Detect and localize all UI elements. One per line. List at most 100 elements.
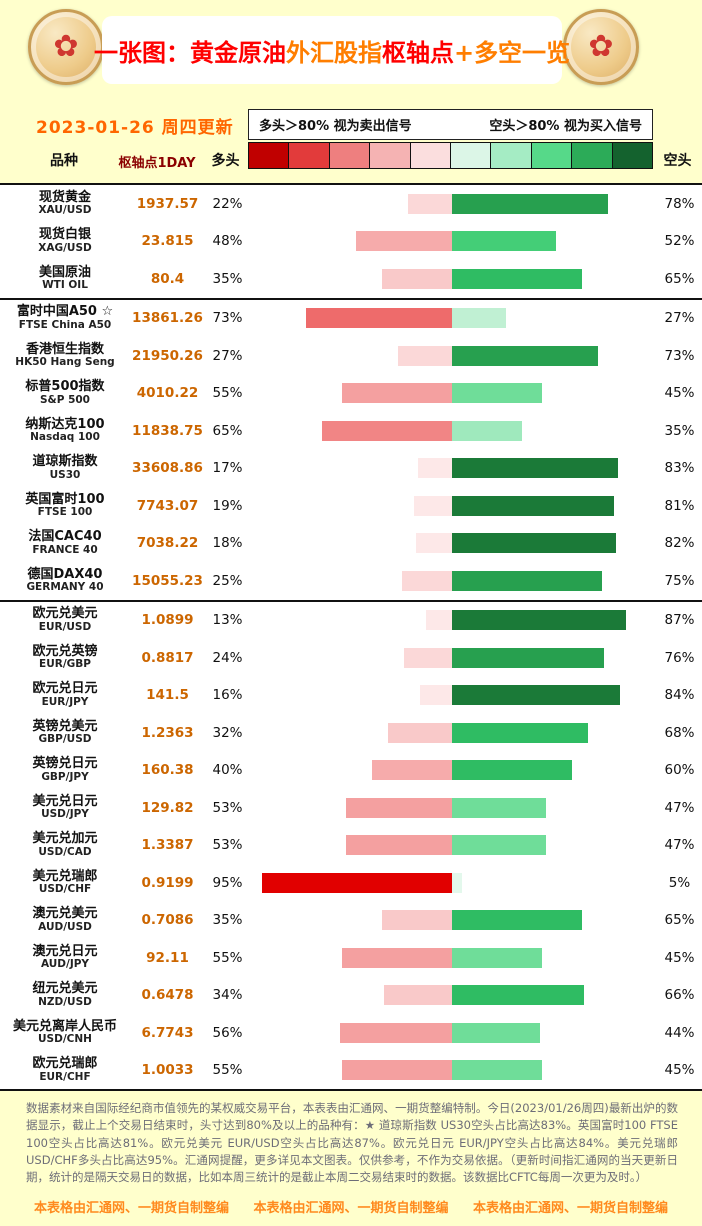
instrument-code: EUR/CHF xyxy=(39,1070,91,1083)
short-bar xyxy=(452,231,556,252)
short-percent: 47% xyxy=(664,837,695,854)
instrument-name: 英镑兑日元 GBP/JPY xyxy=(0,757,130,783)
pivot-value: 0.6478 xyxy=(141,987,194,1004)
instrument-name: 英国富时100 FTSE 100 xyxy=(0,492,130,519)
short-percent: 87% xyxy=(664,612,695,629)
legend-short-signal: 空头＞80% 视为买入信号 xyxy=(489,119,642,134)
sentiment-bar xyxy=(250,685,657,706)
legend-long-signal: 多头＞80% 视为卖出信号 xyxy=(259,119,412,134)
long-percent: 24% xyxy=(212,649,243,666)
instrument-name: 欧元兑美元 EUR/USD xyxy=(0,607,130,633)
instrument-row: 德国DAX40 GERMANY 40 15055.23 25% 75% xyxy=(0,562,702,600)
pivot-value: 1.2363 xyxy=(141,724,194,741)
scale-swatch xyxy=(249,143,290,168)
instrument-name: 现货白银 XAG/USD xyxy=(0,228,130,254)
sentiment-bar xyxy=(250,760,657,781)
instrument-row: 澳元兑美元 AUD/USD 0.7086 35% 65% xyxy=(0,902,702,940)
pivot-value: 160.38 xyxy=(141,762,194,779)
short-bar xyxy=(452,947,542,968)
instrument-name-cn: 纽元兑美元 xyxy=(32,981,98,997)
short-bar xyxy=(452,685,620,706)
instrument-row: 标普500指数 S&P 500 4010.22 55% 45% xyxy=(0,375,702,413)
pivot-value: 141.5 xyxy=(146,687,189,704)
long-bar xyxy=(306,308,452,329)
sentiment-bar xyxy=(250,797,657,818)
instrument-row: 美元兑日元 USD/JPY 129.82 53% 47% xyxy=(0,789,702,827)
pivot-value: 33608.86 xyxy=(132,460,203,477)
pivot-value: 0.9199 xyxy=(141,874,194,891)
signal-legend: 多头＞80% 视为卖出信号 空头＞80% 视为买入信号 xyxy=(248,109,653,140)
instrument-name-cn: 富时中国A50 ☆ xyxy=(16,304,114,320)
long-percent: 27% xyxy=(212,347,243,364)
short-percent: 52% xyxy=(664,233,695,250)
pivot-value: 129.82 xyxy=(141,799,194,816)
short-bar xyxy=(452,533,616,554)
page-title: 一张图：黄金原油 外汇股指 枢轴点 +多空一览 xyxy=(94,16,570,84)
instrument-name: 香港恒生指数 HK50 Hang Seng xyxy=(0,342,130,369)
short-bar xyxy=(452,458,618,479)
scale-swatch xyxy=(531,143,573,168)
instrument-code: US30 xyxy=(49,468,81,481)
short-bar xyxy=(452,610,626,631)
instrument-name-cn: 美国原油 xyxy=(38,264,91,280)
sentiment-bar xyxy=(250,872,657,893)
long-bar xyxy=(340,1022,452,1043)
long-bar xyxy=(342,1060,452,1081)
pivot-value: 4010.22 xyxy=(136,385,199,402)
instrument-name: 纽元兑美元 NZD/USD xyxy=(0,982,130,1008)
long-percent: 40% xyxy=(212,762,243,779)
short-percent: 65% xyxy=(664,270,695,287)
pivot-value: 80.4 xyxy=(150,270,185,287)
short-percent: 35% xyxy=(664,422,695,439)
short-percent: 44% xyxy=(664,1024,695,1041)
short-percent: 5% xyxy=(668,874,691,891)
short-percent: 84% xyxy=(664,687,695,704)
long-percent: 22% xyxy=(212,195,243,212)
title-segment: +多空一览 xyxy=(453,38,571,67)
instrument-code: EUR/JPY xyxy=(41,695,89,708)
instrument-name-cn: 现货白银 xyxy=(38,227,91,243)
scale-swatch xyxy=(451,143,492,168)
sentiment-bar xyxy=(250,570,657,591)
instrument-name: 德国DAX40 GERMANY 40 xyxy=(0,567,130,594)
instrument-row: 英国富时100 FTSE 100 7743.07 19% 81% xyxy=(0,487,702,525)
pivot-value: 23.815 xyxy=(141,233,194,250)
instrument-name: 标普500指数 S&P 500 xyxy=(0,380,130,406)
instrument-code: NZD/USD xyxy=(38,995,92,1008)
long-percent: 53% xyxy=(212,837,243,854)
instrument-name-cn: 澳元兑日元 xyxy=(32,943,98,959)
sentiment-bar xyxy=(250,345,657,366)
long-bar xyxy=(382,268,452,289)
long-bar xyxy=(262,872,452,893)
instrument-row: 欧元兑瑞郎 EUR/CHF 1.0033 55% 45% xyxy=(0,1052,702,1090)
sentiment-bar xyxy=(250,268,657,289)
long-bar xyxy=(398,345,452,366)
pivot-value: 6.7743 xyxy=(141,1024,194,1041)
column-header-variety: 品种 xyxy=(50,153,78,169)
short-percent: 78% xyxy=(664,195,695,212)
long-bar xyxy=(346,835,452,856)
sentiment-bar xyxy=(250,231,657,252)
sentiment-bar xyxy=(250,308,657,329)
sentiment-bar xyxy=(250,647,657,668)
long-bar xyxy=(372,760,452,781)
sentiment-bar xyxy=(250,495,657,516)
short-bar xyxy=(452,193,608,214)
instrument-name-cn: 美元兑加元 xyxy=(32,831,98,847)
mooncake-icon: ✿ xyxy=(28,9,104,85)
short-bar xyxy=(452,308,506,329)
long-bar xyxy=(346,797,452,818)
long-bar xyxy=(404,647,452,668)
short-percent: 60% xyxy=(664,762,695,779)
instrument-code: FRANCE 40 xyxy=(32,543,98,556)
update-date: 2023-01-26 周四更新 xyxy=(36,118,234,138)
instrument-name-cn: 纳斯达克100 xyxy=(25,416,105,432)
long-bar xyxy=(342,383,452,404)
title-segment: 外汇股指 xyxy=(285,38,382,67)
instrument-row: 现货黄金 XAU/USD 1937.57 22% 78% xyxy=(0,185,702,223)
pivot-value: 1937.57 xyxy=(136,195,199,212)
watermark: 本表格由汇通网、一期货自制整编 xyxy=(472,1201,668,1216)
sentiment-bar xyxy=(250,1060,657,1081)
instrument-code: XAU/USD xyxy=(38,204,92,217)
instrument-row: 纳斯达克100 Nasdaq 100 11838.75 65% 35% xyxy=(0,412,702,450)
